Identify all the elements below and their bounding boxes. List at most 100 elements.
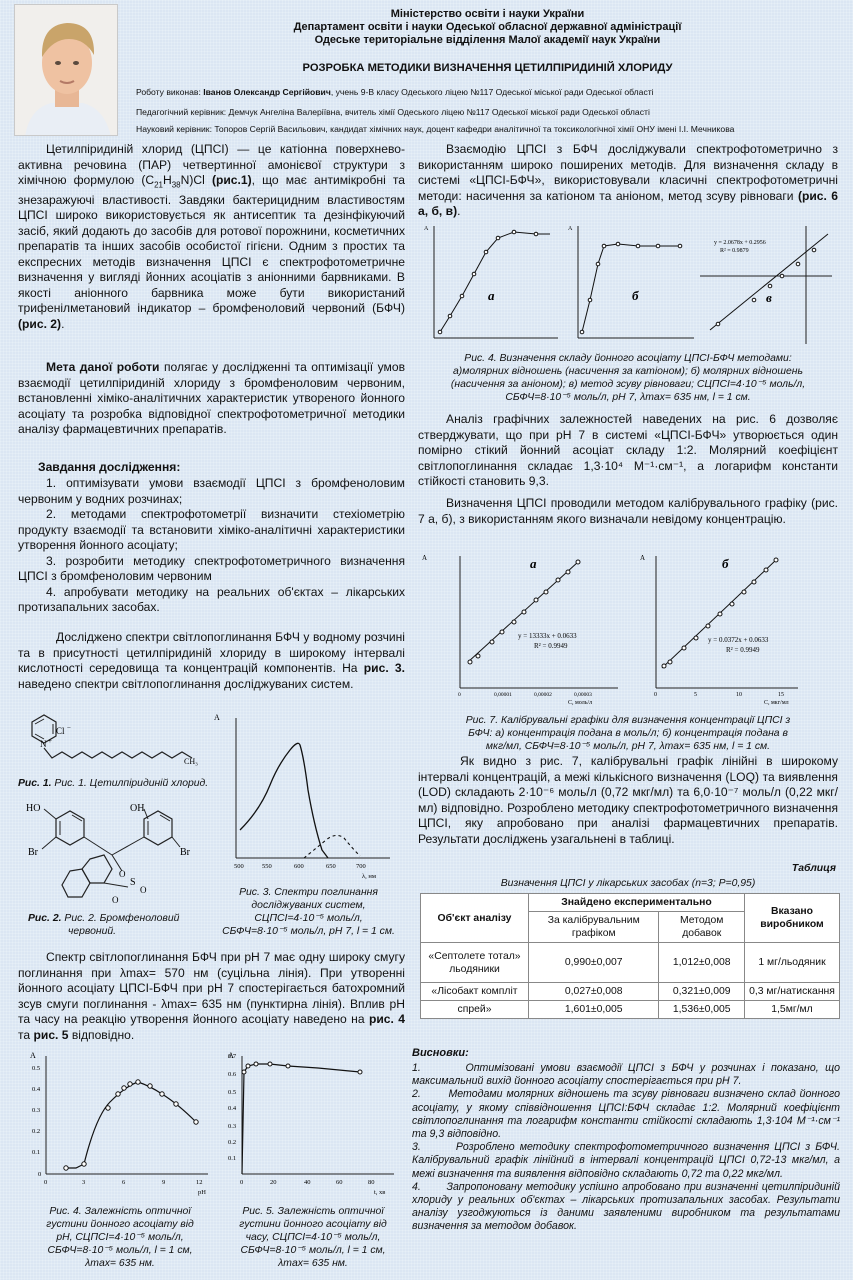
svg-text:0: 0 [38,1171,41,1178]
spectra-text-1: Досліджено спектри світлопоглинання БФЧ … [18,630,405,675]
svg-text:20: 20 [270,1179,277,1186]
svg-text:O: O [119,869,126,879]
svg-text:A: A [424,226,429,232]
author-rest: , учень 9-В класу Одеського ліцею №117 О… [330,87,654,97]
fig7a-equation: y = 13333x + 0.0633 [518,632,577,640]
fig3-caption-2: досліджуваних систем, [251,900,366,911]
svg-text:Br: Br [180,847,191,858]
fig7b-equation: y = 0.0372x + 0.0633 [708,636,769,644]
th-found: Знайдено експериментально [528,893,745,912]
svg-text:0.5: 0.5 [32,1065,40,1072]
svg-text:0: 0 [240,1179,243,1186]
table-row: спрей» 1,601±0,005 1,536±0,005 1,5мг/мл [420,1000,840,1019]
svg-text:б: б [722,556,729,571]
fig4b-caption: Рис. 4. Залежність оптичної густини йонн… [30,1205,210,1270]
ministry-line: Міністерство освіти і науки України [390,8,585,20]
fig5-caption-line: λmax= 635 нм. [278,1258,348,1269]
svg-text:OH: OH [130,803,144,814]
fig7-panel-b: A б y = 0.0372x + 0.0633 R² = 0.9949 0 5 1… [640,554,798,706]
sci-supervisor: Науковий керівник: Топоров Сергій Василь… [136,124,735,134]
fig6-composition-charts: а A б A y = 2.0678x + 0.2956 R² = 0.9879… [424,226,832,344]
svg-text:а: а [530,556,537,571]
fig4b-caption-line: λmax= 635 нм. [85,1258,155,1269]
fig6-label-b: б [632,288,639,303]
aim-paragraph: Мета даної роботи полягає у дослідженні … [18,360,405,438]
aim-bold: Мета даної роботи [46,360,160,374]
fig6-caption-line: Рис. 4. Визначення складу йонного асоціа… [464,353,792,364]
svg-text:O: O [140,885,147,895]
band-ref-2: рис. 5 [33,1027,69,1042]
branch-line: Одеське територіальне відділення Малої а… [314,34,661,46]
intro-text-2: , що має антимікробні та знезаражуючі вл… [18,173,405,316]
band-paragraph: Спектр світлопоглинання БФЧ при pH 7 має… [18,950,405,1043]
cell-cal: 1,601±0,005 [527,1000,660,1019]
svg-text:0.3: 0.3 [32,1107,40,1114]
svg-text:A: A [30,1051,36,1060]
bromophenol-red-structure: HO Br OH Br OS OO [26,803,191,905]
svg-text:A: A [214,713,220,722]
conclusions-title: Висновки: [412,1047,469,1059]
th-additions: Методом добавок [658,911,745,943]
cetylpyridinium-structure: N + Cl − CH₃ [31,714,198,766]
ped-supervisor: Педагогічний керівник: Демчук Ангеліна В… [136,107,650,117]
svg-text:HO: HO [26,803,40,814]
spectra-ref: рис. 3. [363,661,405,675]
fig7-panel-a: A а y = 13333x + 0.0633 R² = 0.9949 0 0,0… [422,554,618,706]
svg-text:600: 600 [294,863,304,870]
cell-object: «Септолете тотал» льодяники [420,942,529,983]
cell-object: «Лісобакт компліт [420,982,529,1001]
table-row: «Септолете тотал» льодяники 0,990±0,007 … [420,942,840,983]
fig6-label-c: в [766,290,772,305]
fig6-panel-c: y = 2.0678x + 0.2956 R² = 0.9879 в [700,226,832,344]
fig6-panel-a: а A [424,226,558,339]
svg-text:−: − [67,724,71,732]
fig4-ph-chart: A 0.5 0.4 0.3 0.2 0.1 0 0 3 6 9 12 pH [30,1051,208,1196]
svg-text:650: 650 [326,863,336,870]
poster-title: РОЗРОБКА МЕТОДИКИ ВИЗНАЧЕННЯ ЦЕТИЛПІРИДИ… [302,62,673,74]
svg-text:Cl: Cl [56,726,65,736]
fig7b-r2: R² = 0.9949 [726,646,760,654]
formula-sub-2: 38 [171,180,181,190]
cell-stated: 0,3 мг/натискання [744,982,840,1001]
fig4b-caption-line: CБФЧ=8·10⁻⁵ моль/л, l = 1 см, [47,1245,193,1256]
fig5-caption-line: Рис. 5. Залежність оптичної [242,1206,384,1217]
svg-text:N: N [40,739,47,749]
table-row: «Лісобакт компліт 0,027±0,008 0,321±0,00… [420,982,840,1001]
svg-text:0.1: 0.1 [228,1155,236,1162]
fig6-caption: Рис. 4. Визначення складу йонного асоціа… [418,352,838,404]
author-name: Іванов Олександр Сергійович [203,87,331,97]
fig2-caption-2: червоний. [68,926,117,937]
fig7-caption-line: БФЧ: а) концентрація подана в моль/л; б)… [468,728,788,739]
fig6-equation: y = 2.0678x + 0.2956 [714,240,766,246]
fig4b-caption-line: густини йонного асоціату від [46,1219,194,1230]
fig5-time-chart: A 0.7 0.6 0.5 0.4 0.3 0.2 0.1 0 20 40 60 80 t, хв [228,1051,394,1196]
svg-text:t, хв: t, хв [374,1189,385,1196]
fig6-caption-line: а)молярних відношень (насичення за катіо… [453,366,803,377]
svg-text:O: O [112,895,119,905]
fig4b-caption-line: pH, CЦПСІ=4·10⁻⁵ моль/л, [56,1232,184,1243]
fig7-calibration-charts: A а y = 13333x + 0.0633 R² = 0.9949 0 0,0… [422,554,798,706]
cell-add: 1,012±0,008 [658,942,745,983]
tasks-list: 1. оптимізувати умови взаємодії ЦПСІ з б… [18,476,405,616]
task-item: 1. оптимізувати умови взаємодії ЦПСІ з б… [18,476,405,506]
svg-text:0.4: 0.4 [32,1086,41,1093]
svg-text:80: 80 [368,1179,375,1186]
svg-text:550: 550 [262,863,272,870]
svg-text:0: 0 [44,1179,47,1186]
conclusion-item: 1. Оптимізовані умови взаємодії ЦПСІ з Б… [412,1062,840,1088]
svg-text:500: 500 [234,863,244,870]
svg-text:0.7: 0.7 [228,1053,237,1060]
cell-object: спрей» [420,1000,529,1019]
table-label: Таблиця [791,863,836,874]
fig7-caption: Рис. 7. Калібрувальні графіки для визнач… [418,714,838,753]
fig5-caption: Рис. 5. Залежність оптичної густини йонн… [222,1205,404,1270]
th-stated: Вказано виробником [744,893,840,943]
th-calibration: За калібрувальним графіком [527,911,660,943]
svg-text:3: 3 [82,1179,85,1186]
th-object: Об'єкт аналізу [420,893,529,943]
task-item: 3. розробити методику спектрофотометричн… [18,553,405,584]
task-item: 4. апробувати методику на реальних об'єк… [18,584,405,615]
conclusion-item: 3. Розроблено методику спектрофотометрич… [412,1141,840,1180]
svg-text:700: 700 [356,863,366,870]
svg-text:0,00002: 0,00002 [534,692,552,698]
